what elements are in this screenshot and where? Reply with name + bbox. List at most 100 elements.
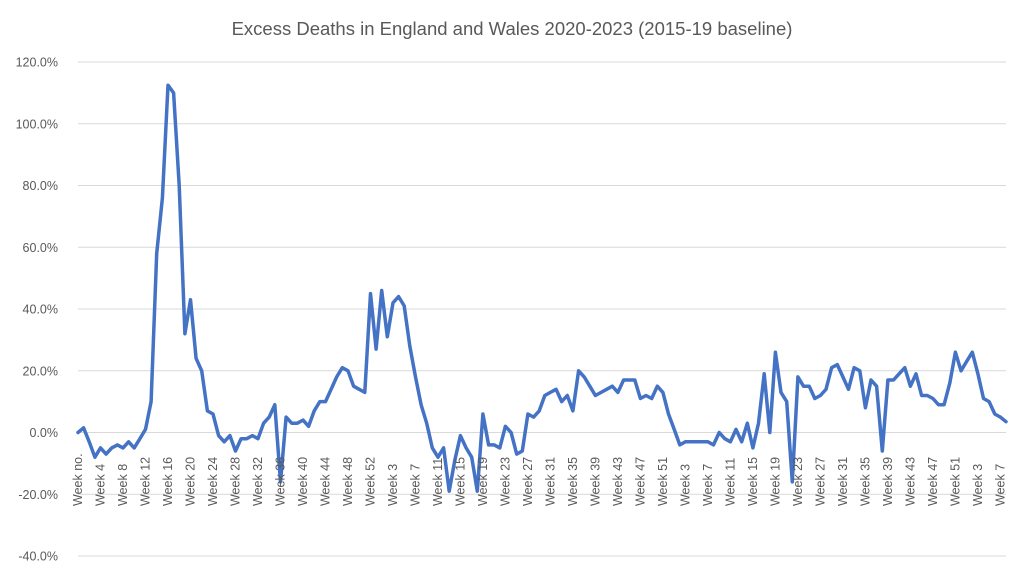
data-point <box>712 443 715 446</box>
data-point <box>847 388 850 391</box>
data-point <box>127 440 130 443</box>
data-point <box>684 440 687 443</box>
data-point <box>571 409 574 412</box>
data-point <box>965 360 968 363</box>
data-point <box>285 416 288 419</box>
data-point <box>830 366 833 369</box>
y-axis-tick-labels: 120.0% 100.0% 80.0% 60.0% 40.0% 20.0% 0.0% -20.… <box>16 56 58 564</box>
data-point <box>746 422 749 425</box>
x-tick-label: Week 40 <box>296 457 310 506</box>
data-point <box>1005 420 1008 423</box>
data-point <box>954 351 957 354</box>
data-point <box>144 428 147 431</box>
x-tick-label: Week no. <box>71 453 85 506</box>
x-tick-label: Week 3 <box>678 464 692 506</box>
x-tick-label: Week 23 <box>791 457 805 506</box>
data-point <box>611 385 614 388</box>
y-tick-label: 0.0% <box>30 426 59 440</box>
data-point <box>88 440 91 443</box>
data-point <box>892 379 895 382</box>
y-tick-label: 100.0% <box>16 117 58 131</box>
x-tick-label: Week 35 <box>566 457 580 506</box>
data-point <box>656 385 659 388</box>
data-point <box>616 391 619 394</box>
data-point <box>583 375 586 378</box>
data-point <box>555 388 558 391</box>
data-point <box>943 403 946 406</box>
data-point <box>481 413 484 416</box>
data-point <box>813 397 816 400</box>
data-point <box>200 369 203 372</box>
data-point <box>543 394 546 397</box>
data-point <box>172 91 175 94</box>
data-point <box>138 437 141 440</box>
data-point <box>909 385 912 388</box>
data-point <box>369 292 372 295</box>
data-point <box>898 372 901 375</box>
x-tick-label: Week 19 <box>476 457 490 506</box>
series-line <box>76 83 1008 493</box>
data-point <box>532 416 535 419</box>
data-point <box>588 385 591 388</box>
x-tick-label: Week 32 <box>251 457 265 506</box>
data-point <box>302 419 305 422</box>
data-point <box>768 431 771 434</box>
x-tick-label: Week 7 <box>408 464 422 506</box>
data-point <box>425 422 428 425</box>
data-point <box>504 425 507 428</box>
data-point <box>577 369 580 372</box>
data-point <box>110 446 113 449</box>
data-point <box>695 440 698 443</box>
data-point <box>740 440 743 443</box>
x-tick-label: Week 20 <box>183 457 197 506</box>
data-point <box>594 394 597 397</box>
data-point <box>487 443 490 446</box>
data-point <box>212 413 215 416</box>
data-point <box>673 428 676 431</box>
x-tick-label: Week 28 <box>228 457 242 506</box>
data-point <box>796 375 799 378</box>
x-tick-label: Week 51 <box>656 457 670 506</box>
data-point <box>628 379 631 382</box>
y-tick-label: 60.0% <box>23 241 58 255</box>
data-point <box>510 431 513 434</box>
x-tick-label: Week 12 <box>138 457 152 506</box>
x-tick-label: Week 11 <box>431 458 445 506</box>
x-tick-label: Week 7 <box>701 464 715 506</box>
data-point <box>819 394 822 397</box>
data-point <box>870 379 873 382</box>
data-point <box>352 385 355 388</box>
data-point <box>493 443 496 446</box>
data-point <box>560 400 563 403</box>
data-point <box>498 446 501 449</box>
x-tick-label: Week 4 <box>93 464 107 506</box>
x-tick-label: Week 3 <box>386 464 400 506</box>
data-point <box>690 440 693 443</box>
data-point <box>605 388 608 391</box>
data-point <box>886 379 889 382</box>
data-point <box>257 437 260 440</box>
data-point <box>515 453 518 456</box>
data-point <box>189 298 192 301</box>
data-point <box>442 446 445 449</box>
data-point <box>960 369 963 372</box>
data-point <box>465 446 468 449</box>
data-point <box>217 434 220 437</box>
data-point <box>774 351 777 354</box>
x-tick-label: Week 8 <box>116 464 130 506</box>
data-point <box>881 450 884 453</box>
data-point <box>380 289 383 292</box>
data-point <box>920 394 923 397</box>
data-point <box>931 397 934 400</box>
data-point <box>195 357 198 360</box>
data-point <box>976 372 979 375</box>
data-point <box>358 388 361 391</box>
data-point <box>903 366 906 369</box>
data-point <box>841 375 844 378</box>
data-point <box>313 409 316 412</box>
data-point <box>566 394 569 397</box>
x-tick-label: Week 15 <box>453 457 467 506</box>
gridlines <box>78 61 1006 557</box>
data-point <box>82 426 85 429</box>
y-tick-label: 40.0% <box>23 303 58 317</box>
